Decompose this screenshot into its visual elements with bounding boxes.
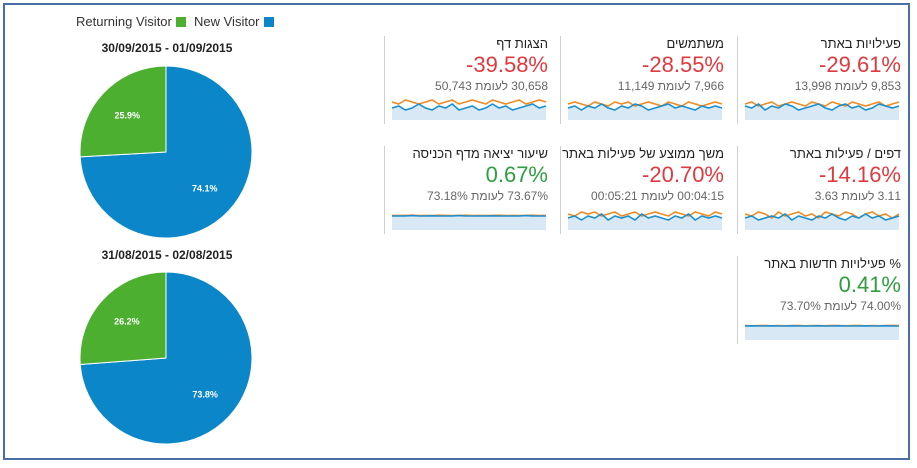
legend-new: New Visitor	[194, 14, 274, 29]
pie-chart-current: 74.1% 25.9%	[79, 65, 253, 239]
metric-comparison: 9,853 לעומת 13,998	[794, 79, 901, 93]
pie-slice-label: 26.2%	[114, 317, 140, 327]
sparkline-area	[745, 325, 899, 340]
sparkline-previous	[567, 101, 723, 107]
pie-slice-label: 25.9%	[114, 110, 140, 120]
metric-card[interactable]: הצגות דף -39.58% 30,658 לעומת 50,743	[390, 36, 550, 122]
sparkline-previous	[744, 211, 900, 219]
divider	[560, 36, 561, 124]
metric-comparison: 73.67% לעומת 73.18%	[427, 189, 548, 203]
metric-comparison: 74.00% לעומת 73.70%	[780, 299, 901, 313]
pie-slice-label: 73.8%	[192, 389, 218, 399]
sparkline-current	[744, 103, 900, 111]
sparkline	[391, 214, 547, 230]
pie-slice-label: 74.1%	[192, 184, 218, 194]
sparkline	[567, 101, 723, 120]
sparkline	[391, 99, 547, 120]
metric-change: -20.70%	[642, 162, 724, 187]
pie1-title: 30/09/2015 - 01/09/2015	[101, 41, 233, 55]
divider	[384, 36, 385, 124]
metric-title: הצגות דף	[496, 36, 548, 51]
metric-card[interactable]: פעילויות באתר -29.61% 9,853 לעומת 13,998	[743, 36, 903, 122]
sparkline	[567, 211, 723, 230]
pie2-title: 31/08/2015 - 02/08/2015	[101, 248, 233, 262]
metric-title: משך ממוצע של פעילות באתר	[562, 146, 724, 161]
metric-comparison: 7,966 לעומת 11,149	[617, 79, 724, 93]
metric-change: -29.61%	[819, 52, 901, 77]
sparkline-current	[567, 213, 723, 221]
legend-returning-swatch	[175, 16, 186, 27]
sparkline-area	[568, 104, 722, 120]
legend-new-label: New Visitor	[194, 14, 260, 29]
metric-change: -39.58%	[466, 52, 548, 77]
sparkline-area	[745, 214, 899, 230]
sparkline-area	[392, 104, 546, 120]
sparkline-area	[745, 104, 899, 120]
metric-card[interactable]: שיעור יציאה מדף הכניסה 0.67% 73.67% לעומ…	[390, 146, 550, 232]
metric-comparison: 3.11 לעומת 3.63	[814, 189, 901, 203]
metric-change: 0.67%	[485, 162, 548, 187]
divider	[560, 146, 561, 234]
sparkline-current	[391, 103, 547, 111]
metric-card[interactable]: משך ממוצע של פעילות באתר -20.70% 00:04:1…	[562, 146, 726, 232]
metric-change: -14.16%	[819, 162, 901, 187]
sparkline-area	[392, 215, 546, 230]
sparkline	[744, 211, 900, 230]
sparkline-previous	[567, 211, 723, 217]
divider	[737, 36, 738, 124]
metric-title: שיעור יציאה מדף הכניסה	[412, 146, 548, 161]
sparkline	[744, 324, 900, 340]
sparkline-area	[568, 214, 722, 230]
pie-slice-returning-visitor[interactable]	[79, 271, 167, 366]
metric-change: 0.41%	[838, 272, 901, 297]
metric-card[interactable]: % פעילויות חדשות באתר 0.41% 74.00% לעומת…	[743, 256, 903, 342]
pie-slice-returning-visitor[interactable]	[79, 65, 167, 158]
divider	[737, 146, 738, 234]
legend-returning-label: Returning Visitor	[76, 14, 172, 29]
metric-title: דפים / פעילות באתר	[789, 146, 901, 161]
sparkline-previous	[391, 99, 547, 105]
metric-title: פעילויות באתר	[820, 36, 901, 51]
sparkline-current	[567, 103, 723, 111]
metric-comparison: 30,658 לעומת 50,743	[435, 79, 548, 93]
sparkline	[744, 101, 900, 120]
pie-chart-previous: 73.8% 26.2%	[79, 271, 253, 445]
legend-returning: Returning Visitor	[76, 14, 186, 29]
metric-change: -28.55%	[642, 52, 724, 77]
metric-card[interactable]: משתמשים -28.55% 7,966 לעומת 11,149	[566, 36, 726, 122]
legend-new-swatch	[263, 16, 274, 27]
metric-title: משתמשים	[666, 36, 724, 51]
sparkline-previous	[744, 101, 900, 107]
metric-comparison: 00:04:15 לעומת 00:05:21	[591, 189, 724, 203]
divider	[737, 256, 738, 344]
metric-title: % פעילויות חדשות באתר	[764, 256, 901, 271]
sparkline-current	[744, 213, 900, 221]
divider	[384, 146, 385, 234]
metric-card[interactable]: דפים / פעילות באתר -14.16% 3.11 לעומת 3.…	[743, 146, 903, 232]
